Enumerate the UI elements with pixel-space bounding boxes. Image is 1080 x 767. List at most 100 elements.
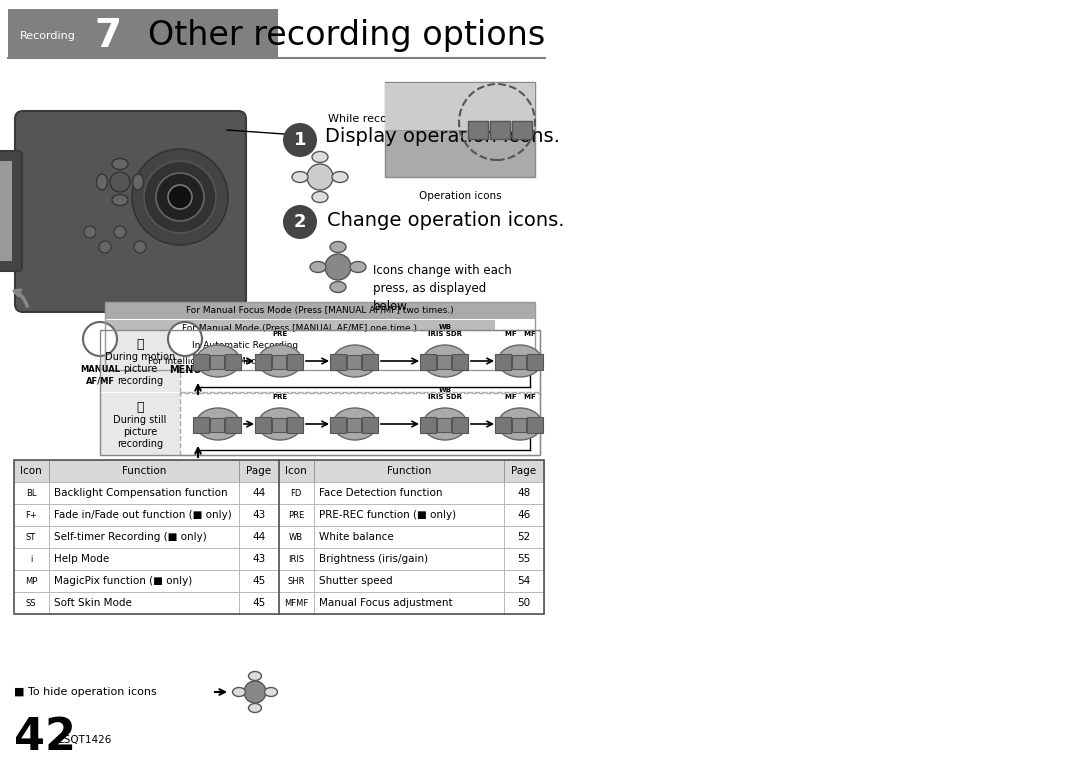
- FancyBboxPatch shape: [15, 111, 246, 312]
- Bar: [504, 504, 544, 526]
- Bar: [504, 482, 544, 504]
- Circle shape: [156, 173, 204, 221]
- Bar: [239, 526, 279, 548]
- FancyBboxPatch shape: [512, 418, 526, 432]
- Text: 46: 46: [517, 510, 530, 520]
- Text: Help Mode: Help Mode: [54, 554, 109, 564]
- Text: Manual Focus adjustment: Manual Focus adjustment: [319, 598, 453, 608]
- Text: Display operation icons.: Display operation icons.: [325, 127, 559, 146]
- Ellipse shape: [350, 262, 366, 272]
- Text: 2: 2: [294, 213, 307, 231]
- Text: IRIS: IRIS: [288, 555, 305, 564]
- Bar: [49, 526, 239, 548]
- Circle shape: [307, 164, 333, 190]
- Circle shape: [325, 254, 351, 280]
- Text: MF   MF: MF MF: [504, 331, 536, 337]
- Text: BL: BL: [26, 489, 37, 498]
- Ellipse shape: [498, 408, 542, 440]
- FancyBboxPatch shape: [255, 354, 271, 370]
- FancyBboxPatch shape: [272, 418, 286, 432]
- Text: Brightness (iris/gain): Brightness (iris/gain): [319, 554, 428, 564]
- FancyBboxPatch shape: [362, 354, 378, 370]
- Text: 54: 54: [517, 576, 530, 586]
- FancyBboxPatch shape: [0, 151, 22, 271]
- Text: During motion
picture
recording: During motion picture recording: [105, 351, 175, 387]
- FancyBboxPatch shape: [437, 355, 451, 369]
- Text: MFMF: MFMF: [284, 598, 308, 607]
- Bar: [49, 592, 239, 614]
- FancyBboxPatch shape: [512, 121, 532, 139]
- Bar: [384, 82, 535, 177]
- Bar: [239, 548, 279, 570]
- Ellipse shape: [265, 687, 278, 696]
- Bar: [239, 482, 279, 504]
- Circle shape: [283, 123, 318, 157]
- Text: During still
picture
recording: During still picture recording: [113, 415, 166, 449]
- Ellipse shape: [248, 671, 261, 680]
- Circle shape: [114, 226, 126, 238]
- Text: WB
IRIS SDR: WB IRIS SDR: [428, 324, 462, 337]
- Text: For Manual Mode (Press [MANUAL AF/MF] one time.): For Manual Mode (Press [MANUAL AF/MF] on…: [183, 324, 418, 333]
- Text: MANUAL
AF/MF: MANUAL AF/MF: [80, 365, 120, 385]
- Ellipse shape: [310, 262, 326, 272]
- Text: i: i: [30, 555, 32, 564]
- FancyBboxPatch shape: [495, 354, 511, 370]
- Bar: [279, 548, 314, 570]
- Text: ST: ST: [26, 532, 36, 542]
- Bar: [504, 526, 544, 548]
- FancyBboxPatch shape: [527, 417, 543, 433]
- Text: PRE-REC function (■ only): PRE-REC function (■ only): [319, 510, 456, 520]
- Text: Face Detection function: Face Detection function: [319, 488, 443, 498]
- Circle shape: [283, 205, 318, 239]
- Text: 48: 48: [517, 488, 530, 498]
- Bar: [180, 330, 540, 392]
- FancyBboxPatch shape: [287, 417, 303, 433]
- Bar: [239, 460, 279, 482]
- Bar: [504, 570, 544, 592]
- Text: FD: FD: [291, 489, 301, 498]
- Text: ■ To hide operation icons: ■ To hide operation icons: [14, 687, 157, 697]
- FancyBboxPatch shape: [437, 418, 451, 432]
- FancyBboxPatch shape: [193, 354, 210, 370]
- Bar: [105, 337, 384, 353]
- Text: 45: 45: [253, 576, 266, 586]
- Bar: [49, 504, 239, 526]
- Ellipse shape: [195, 408, 240, 440]
- Ellipse shape: [112, 195, 129, 206]
- Text: Change operation icons.: Change operation icons.: [327, 210, 565, 229]
- Bar: [49, 460, 239, 482]
- Bar: [279, 482, 314, 504]
- Text: SHR: SHR: [287, 577, 305, 585]
- Ellipse shape: [498, 345, 542, 377]
- FancyBboxPatch shape: [468, 121, 488, 139]
- Ellipse shape: [423, 345, 467, 377]
- Text: PRE: PRE: [288, 511, 305, 519]
- Text: 52: 52: [517, 532, 530, 542]
- Text: Icon: Icon: [21, 466, 42, 476]
- Bar: [504, 592, 544, 614]
- FancyBboxPatch shape: [225, 354, 241, 370]
- Text: 42: 42: [14, 716, 76, 759]
- Text: Fade in/Fade out function (■ only): Fade in/Fade out function (■ only): [54, 510, 232, 520]
- FancyBboxPatch shape: [287, 354, 303, 370]
- Ellipse shape: [195, 345, 240, 377]
- Ellipse shape: [133, 174, 144, 190]
- FancyBboxPatch shape: [330, 354, 346, 370]
- Bar: [314, 570, 504, 592]
- Text: White balance: White balance: [319, 532, 394, 542]
- Bar: [279, 526, 314, 548]
- Bar: [14, 504, 49, 526]
- Text: Icon: Icon: [285, 466, 307, 476]
- FancyBboxPatch shape: [490, 121, 510, 139]
- Bar: [279, 460, 314, 482]
- Text: 50: 50: [517, 598, 530, 608]
- Text: In Automatic Recording: In Automatic Recording: [192, 341, 298, 350]
- Text: MagicPix function (■ only): MagicPix function (■ only): [54, 576, 192, 586]
- Ellipse shape: [423, 408, 467, 440]
- FancyBboxPatch shape: [495, 417, 511, 433]
- FancyBboxPatch shape: [272, 355, 286, 369]
- FancyBboxPatch shape: [362, 417, 378, 433]
- Bar: [105, 354, 305, 370]
- Bar: [14, 460, 544, 614]
- Text: Icons change with each
press, as displayed
below.: Icons change with each press, as display…: [373, 264, 512, 313]
